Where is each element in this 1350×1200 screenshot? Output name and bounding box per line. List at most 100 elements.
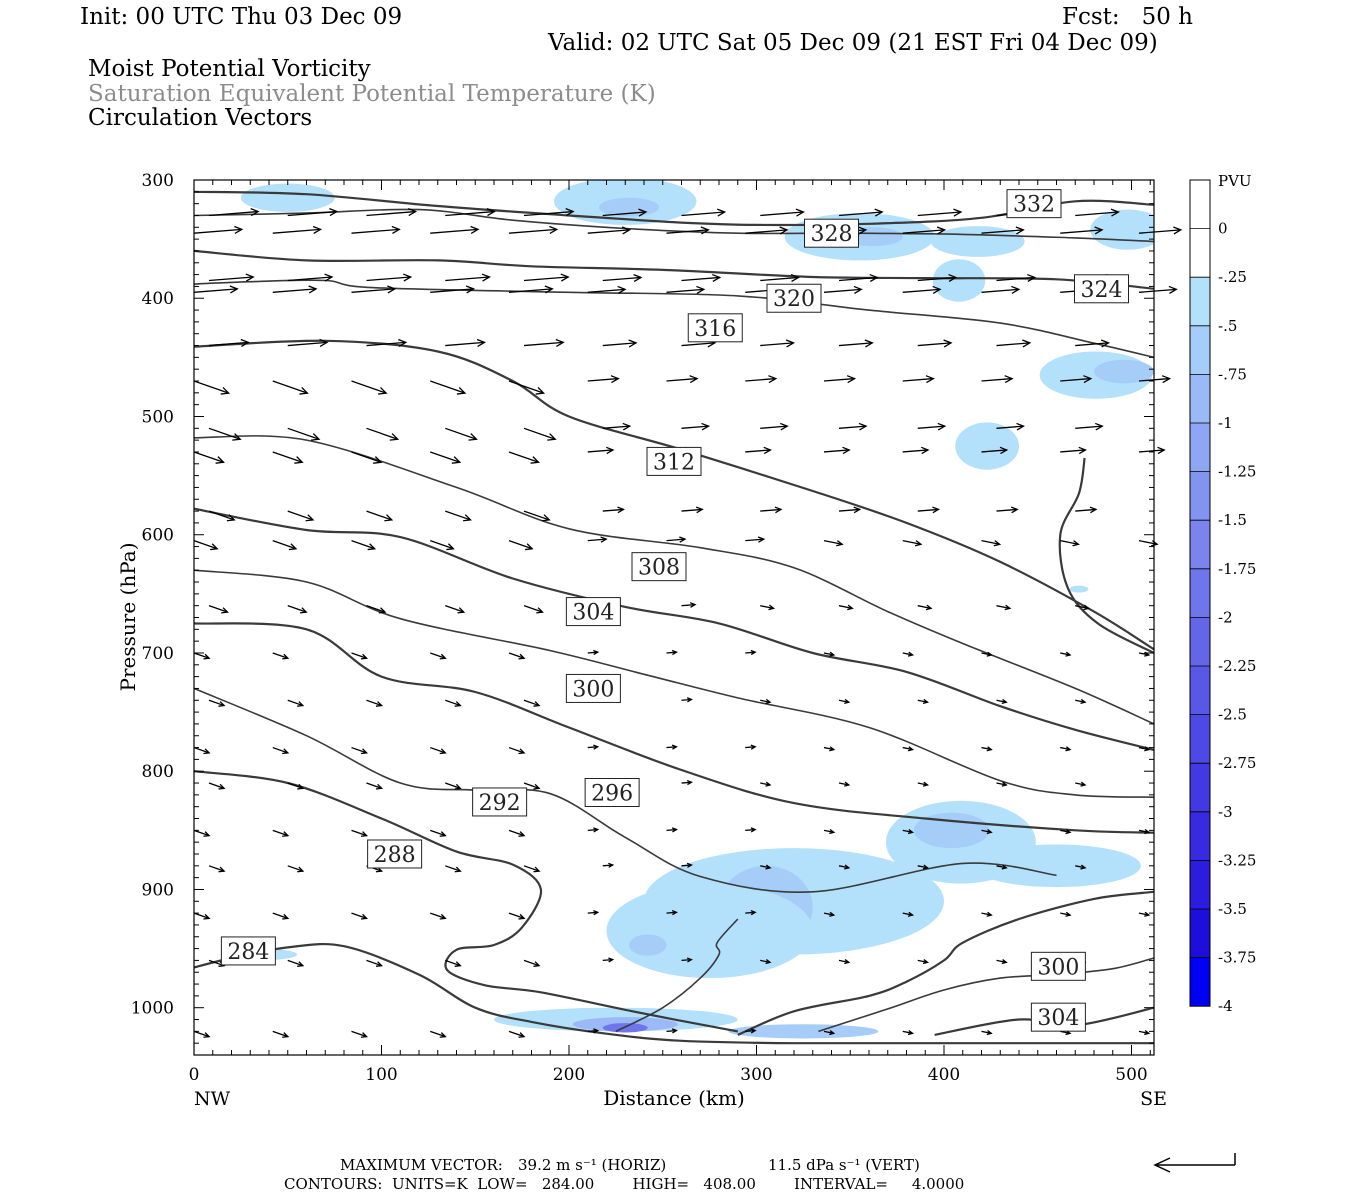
- contour-line: [737, 890, 1155, 1036]
- vector-arrow: [445, 427, 478, 441]
- y-tick-label: 800: [142, 762, 174, 782]
- colorbar: PVU 0 -.25 -.5 -.75 -1 -1.25 -1.5 -1.75 -2 -2.25 -2…: [1189, 172, 1256, 1015]
- vector-arrow: [981, 746, 993, 752]
- vector-arrow: [1075, 864, 1087, 870]
- vector-arrow: [272, 1030, 290, 1038]
- vector-arrow: [523, 338, 565, 348]
- vector-arrow: [430, 380, 467, 395]
- colorbar-swatch: [1190, 666, 1210, 715]
- colorbar-swatch: [1190, 617, 1210, 666]
- contour-line: [193, 569, 1155, 798]
- vector-arrow: [366, 605, 387, 614]
- vector-arrow: [351, 829, 369, 837]
- vector-arrow: [272, 540, 298, 551]
- vector-arrow: [287, 782, 305, 790]
- contour-label-box: [472, 787, 528, 817]
- vector-arrow: [760, 781, 772, 787]
- contour-line: [193, 339, 1155, 651]
- vector-arrow: [981, 540, 1002, 547]
- pv-region: [1094, 359, 1154, 384]
- vector-arrow: [366, 699, 384, 707]
- contour-label-box: [766, 283, 822, 313]
- vector-arrow: [602, 862, 615, 868]
- vector-arrow: [351, 652, 369, 660]
- contour-label-box: [1074, 274, 1129, 304]
- vector-arrow: [272, 829, 290, 837]
- vector-arrow: [602, 339, 638, 348]
- vector-arrow: [272, 380, 309, 395]
- vector-arrow: [917, 273, 958, 283]
- colorbar-swatch: [1190, 763, 1210, 812]
- vector-arrow: [508, 540, 534, 551]
- vector-arrow: [351, 285, 397, 294]
- y-tick-label: 900: [142, 880, 174, 900]
- vector-arrow: [272, 225, 323, 234]
- y-axis-label: Pressure (hPa): [116, 543, 140, 692]
- y-tick-label: 300: [142, 171, 174, 191]
- vector-arrow: [745, 910, 757, 916]
- vector-arrow: [917, 506, 940, 514]
- vector-arrow: [823, 911, 836, 917]
- vector-arrow: [681, 862, 693, 868]
- vector-arrow: [902, 651, 915, 657]
- contour-label: 328: [811, 222, 853, 247]
- vector-arrow: [430, 451, 462, 464]
- vector-arrow: [902, 911, 915, 917]
- vector-arrow: [287, 427, 321, 441]
- vector-arrow: [760, 604, 776, 611]
- colorbar-label: -4: [1218, 997, 1233, 1015]
- vector-arrow: [1138, 226, 1183, 235]
- vector-arrow: [445, 782, 462, 790]
- vector-arrow: [445, 510, 472, 522]
- vector-arrow: [996, 698, 1008, 705]
- vector-arrow: [208, 273, 255, 282]
- vector-arrow: [681, 697, 693, 703]
- contour-label: 300: [572, 677, 614, 702]
- vector-arrow: [823, 375, 857, 384]
- vector-arrow: [208, 699, 226, 707]
- contour-line: [193, 279, 1155, 359]
- vector-arrow: [445, 208, 496, 217]
- vector-arrow: [902, 540, 923, 547]
- y-tick-label: 1000: [131, 999, 174, 1019]
- contour-label: 288: [374, 843, 416, 868]
- vector-arrow: [508, 829, 526, 837]
- vector-arrow: [760, 273, 800, 283]
- vector-arrow: [523, 427, 557, 441]
- vector-arrow: [1138, 446, 1166, 455]
- colorbar-unit: PVU: [1218, 172, 1252, 190]
- colorbar-swatch: [1190, 325, 1210, 375]
- colorbar-label: -1.25: [1218, 463, 1256, 481]
- contour-line: [615, 918, 739, 1033]
- x-tick-label: 100: [365, 1065, 397, 1085]
- colorbar-label: -2.75: [1218, 754, 1256, 772]
- vector-arrow: [996, 864, 1008, 870]
- field-title-thetaes: Saturation Equivalent Potential Temperat…: [88, 81, 656, 107]
- vector-arrow: [666, 536, 687, 543]
- vector-arrow: [193, 1030, 211, 1038]
- vector-arrow: [366, 427, 400, 441]
- x-tick-label: 200: [553, 1065, 585, 1085]
- x-end-label-left: NW: [194, 1088, 231, 1110]
- vector-arrow: [445, 273, 491, 282]
- vector-arrow: [917, 781, 930, 787]
- vector-arrow: [823, 285, 863, 294]
- vector-arrow: [208, 208, 260, 217]
- vector-arrow: [208, 865, 226, 873]
- vector-arrow: [272, 912, 290, 920]
- vector-arrow: [996, 604, 1012, 611]
- vector-arrow: [917, 339, 953, 348]
- vector-arrow: [587, 446, 615, 455]
- vector-arrow: [981, 1029, 993, 1036]
- contour-label: 304: [1037, 1006, 1079, 1031]
- vector-arrow: [1060, 828, 1072, 835]
- vector-arrow: [287, 273, 334, 282]
- vector-arrow: [602, 957, 615, 963]
- vector-arrow: [917, 208, 963, 217]
- contour-line: [193, 942, 1154, 1045]
- vector-arrow: [981, 375, 1014, 384]
- vector-arrow: [508, 912, 526, 920]
- vector-arrow: [351, 912, 369, 920]
- vector-arrow: [287, 510, 315, 522]
- contour-label: 300: [1037, 955, 1079, 980]
